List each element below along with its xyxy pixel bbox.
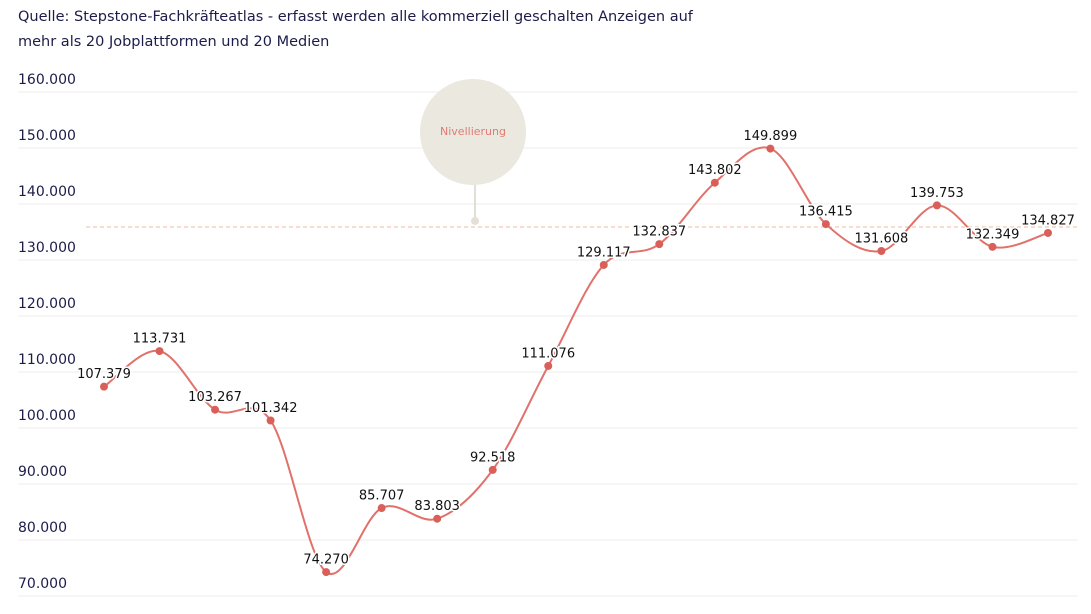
y-tick-label: 80.000 bbox=[18, 520, 67, 536]
point bbox=[155, 347, 164, 356]
point bbox=[766, 144, 775, 153]
value-label: 107.379 bbox=[77, 367, 131, 382]
value-label: 74.270 bbox=[303, 553, 349, 568]
point bbox=[877, 246, 886, 255]
y-tick-label: 70.000 bbox=[18, 576, 67, 592]
value-label: 134.827 bbox=[1021, 213, 1075, 228]
y-tick-label: 150.000 bbox=[18, 128, 76, 144]
value-label: 131.608 bbox=[855, 231, 909, 246]
value-label: 113.731 bbox=[133, 332, 187, 347]
y-tick-label: 140.000 bbox=[18, 184, 76, 200]
point bbox=[544, 361, 553, 370]
y-tick-label: 120.000 bbox=[18, 296, 76, 312]
value-label: 132.837 bbox=[632, 225, 686, 240]
value-label: 139.753 bbox=[910, 186, 964, 201]
point bbox=[211, 405, 220, 414]
value-label: 149.899 bbox=[743, 129, 797, 144]
y-tick-label: 160.000 bbox=[18, 72, 76, 88]
value-label: 111.076 bbox=[521, 346, 575, 361]
value-label: 103.267 bbox=[188, 390, 242, 405]
y-tick-label: 90.000 bbox=[18, 464, 67, 480]
point bbox=[710, 178, 719, 187]
point bbox=[655, 240, 664, 249]
y-tick-label: 100.000 bbox=[18, 408, 76, 424]
value-label: 129.117 bbox=[577, 245, 631, 260]
point bbox=[599, 260, 608, 269]
point bbox=[377, 504, 386, 513]
y-tick-label: 110.000 bbox=[18, 352, 76, 368]
point bbox=[433, 514, 442, 523]
value-label: 101.342 bbox=[244, 401, 298, 416]
bubble-dot bbox=[471, 216, 479, 225]
point bbox=[932, 201, 941, 210]
value-label: 92.518 bbox=[470, 450, 516, 465]
reference-label: Nivellierung bbox=[440, 125, 506, 138]
y-tick-label: 130.000 bbox=[18, 240, 76, 256]
point bbox=[988, 242, 997, 251]
value-label: 85.707 bbox=[359, 489, 405, 504]
point bbox=[100, 382, 108, 391]
source-line: mehr als 20 Jobplattformen und 20 Medien bbox=[18, 34, 329, 50]
value-label: 83.803 bbox=[414, 499, 460, 514]
point bbox=[266, 416, 275, 425]
point bbox=[488, 465, 497, 474]
bubble bbox=[420, 79, 526, 185]
point bbox=[322, 568, 331, 577]
point bbox=[1044, 228, 1052, 237]
value-label: 132.349 bbox=[966, 227, 1020, 242]
value-label: 143.802 bbox=[688, 163, 742, 178]
point bbox=[821, 220, 830, 229]
line bbox=[103, 146, 1049, 576]
value-label: 136.415 bbox=[799, 205, 853, 220]
source-line: Quelle: Stepstone-Fachkräfteatlas - erfa… bbox=[18, 9, 694, 25]
